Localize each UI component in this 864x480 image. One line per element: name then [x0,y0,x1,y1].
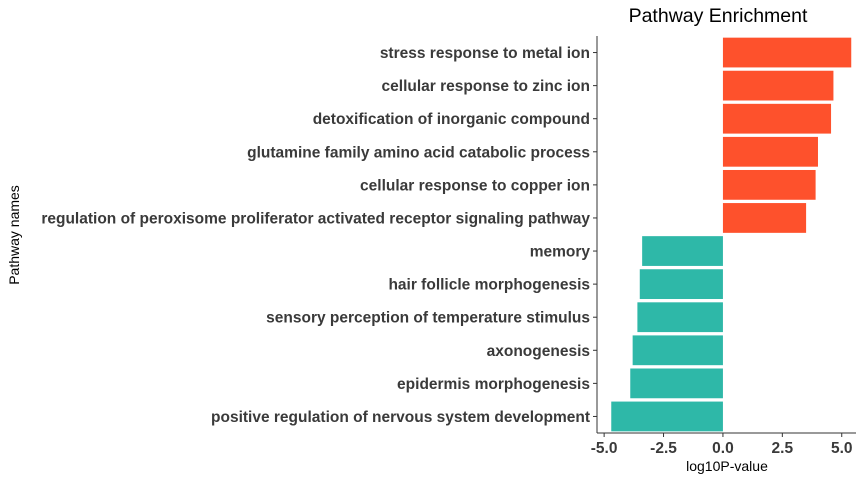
category-label: cellular response to copper ion [360,177,590,194]
bar-10 [632,335,723,366]
category-label: axonogenesis [487,343,590,360]
category-label: hair follicle morphogenesis [388,277,590,294]
category-labels-group: stress response to metal ion cellular res… [41,45,597,426]
category-label: memory [530,244,591,261]
bar-9 [637,302,723,333]
bar-11 [630,368,723,399]
category-label: epidermis morphogenesis [397,376,590,393]
category-label: sensory perception of temperature stimul… [266,310,590,327]
x-ticks-group: -5.0 -2.5 0.0 2.5 5.0 [591,433,853,457]
category-label: positive regulation of nervous system de… [211,409,590,426]
bar-6 [722,203,807,233]
y-axis-title: Pathway names [6,185,22,285]
category-label: regulation of peroxisome proliferator ac… [41,210,590,227]
bars-group [611,37,852,432]
bar-4 [722,136,818,167]
bar-2 [722,70,834,101]
axes-group [596,36,856,434]
category-label: glutamine family amino acid catabolic pr… [247,144,590,161]
chart-title: Pathway Enrichment [629,5,808,27]
bar-7 [642,236,723,266]
x-tick-label: 5.0 [831,440,853,457]
category-label: detoxification of inorganic compound [313,111,590,128]
x-tick-label: -2.5 [650,440,677,457]
bar-1 [722,37,852,68]
x-axis-title: log10P-value [686,458,768,474]
bar-8 [639,269,723,300]
x-tick-label: 2.5 [772,440,794,457]
bar-12 [611,401,723,432]
bar-3 [722,103,832,134]
category-label: stress response to metal ion [380,45,590,62]
x-tick-label: -5.0 [591,440,618,457]
bar-5 [722,169,816,200]
x-tick-label: 0.0 [712,440,734,457]
category-label: cellular response to zinc ion [382,78,590,95]
